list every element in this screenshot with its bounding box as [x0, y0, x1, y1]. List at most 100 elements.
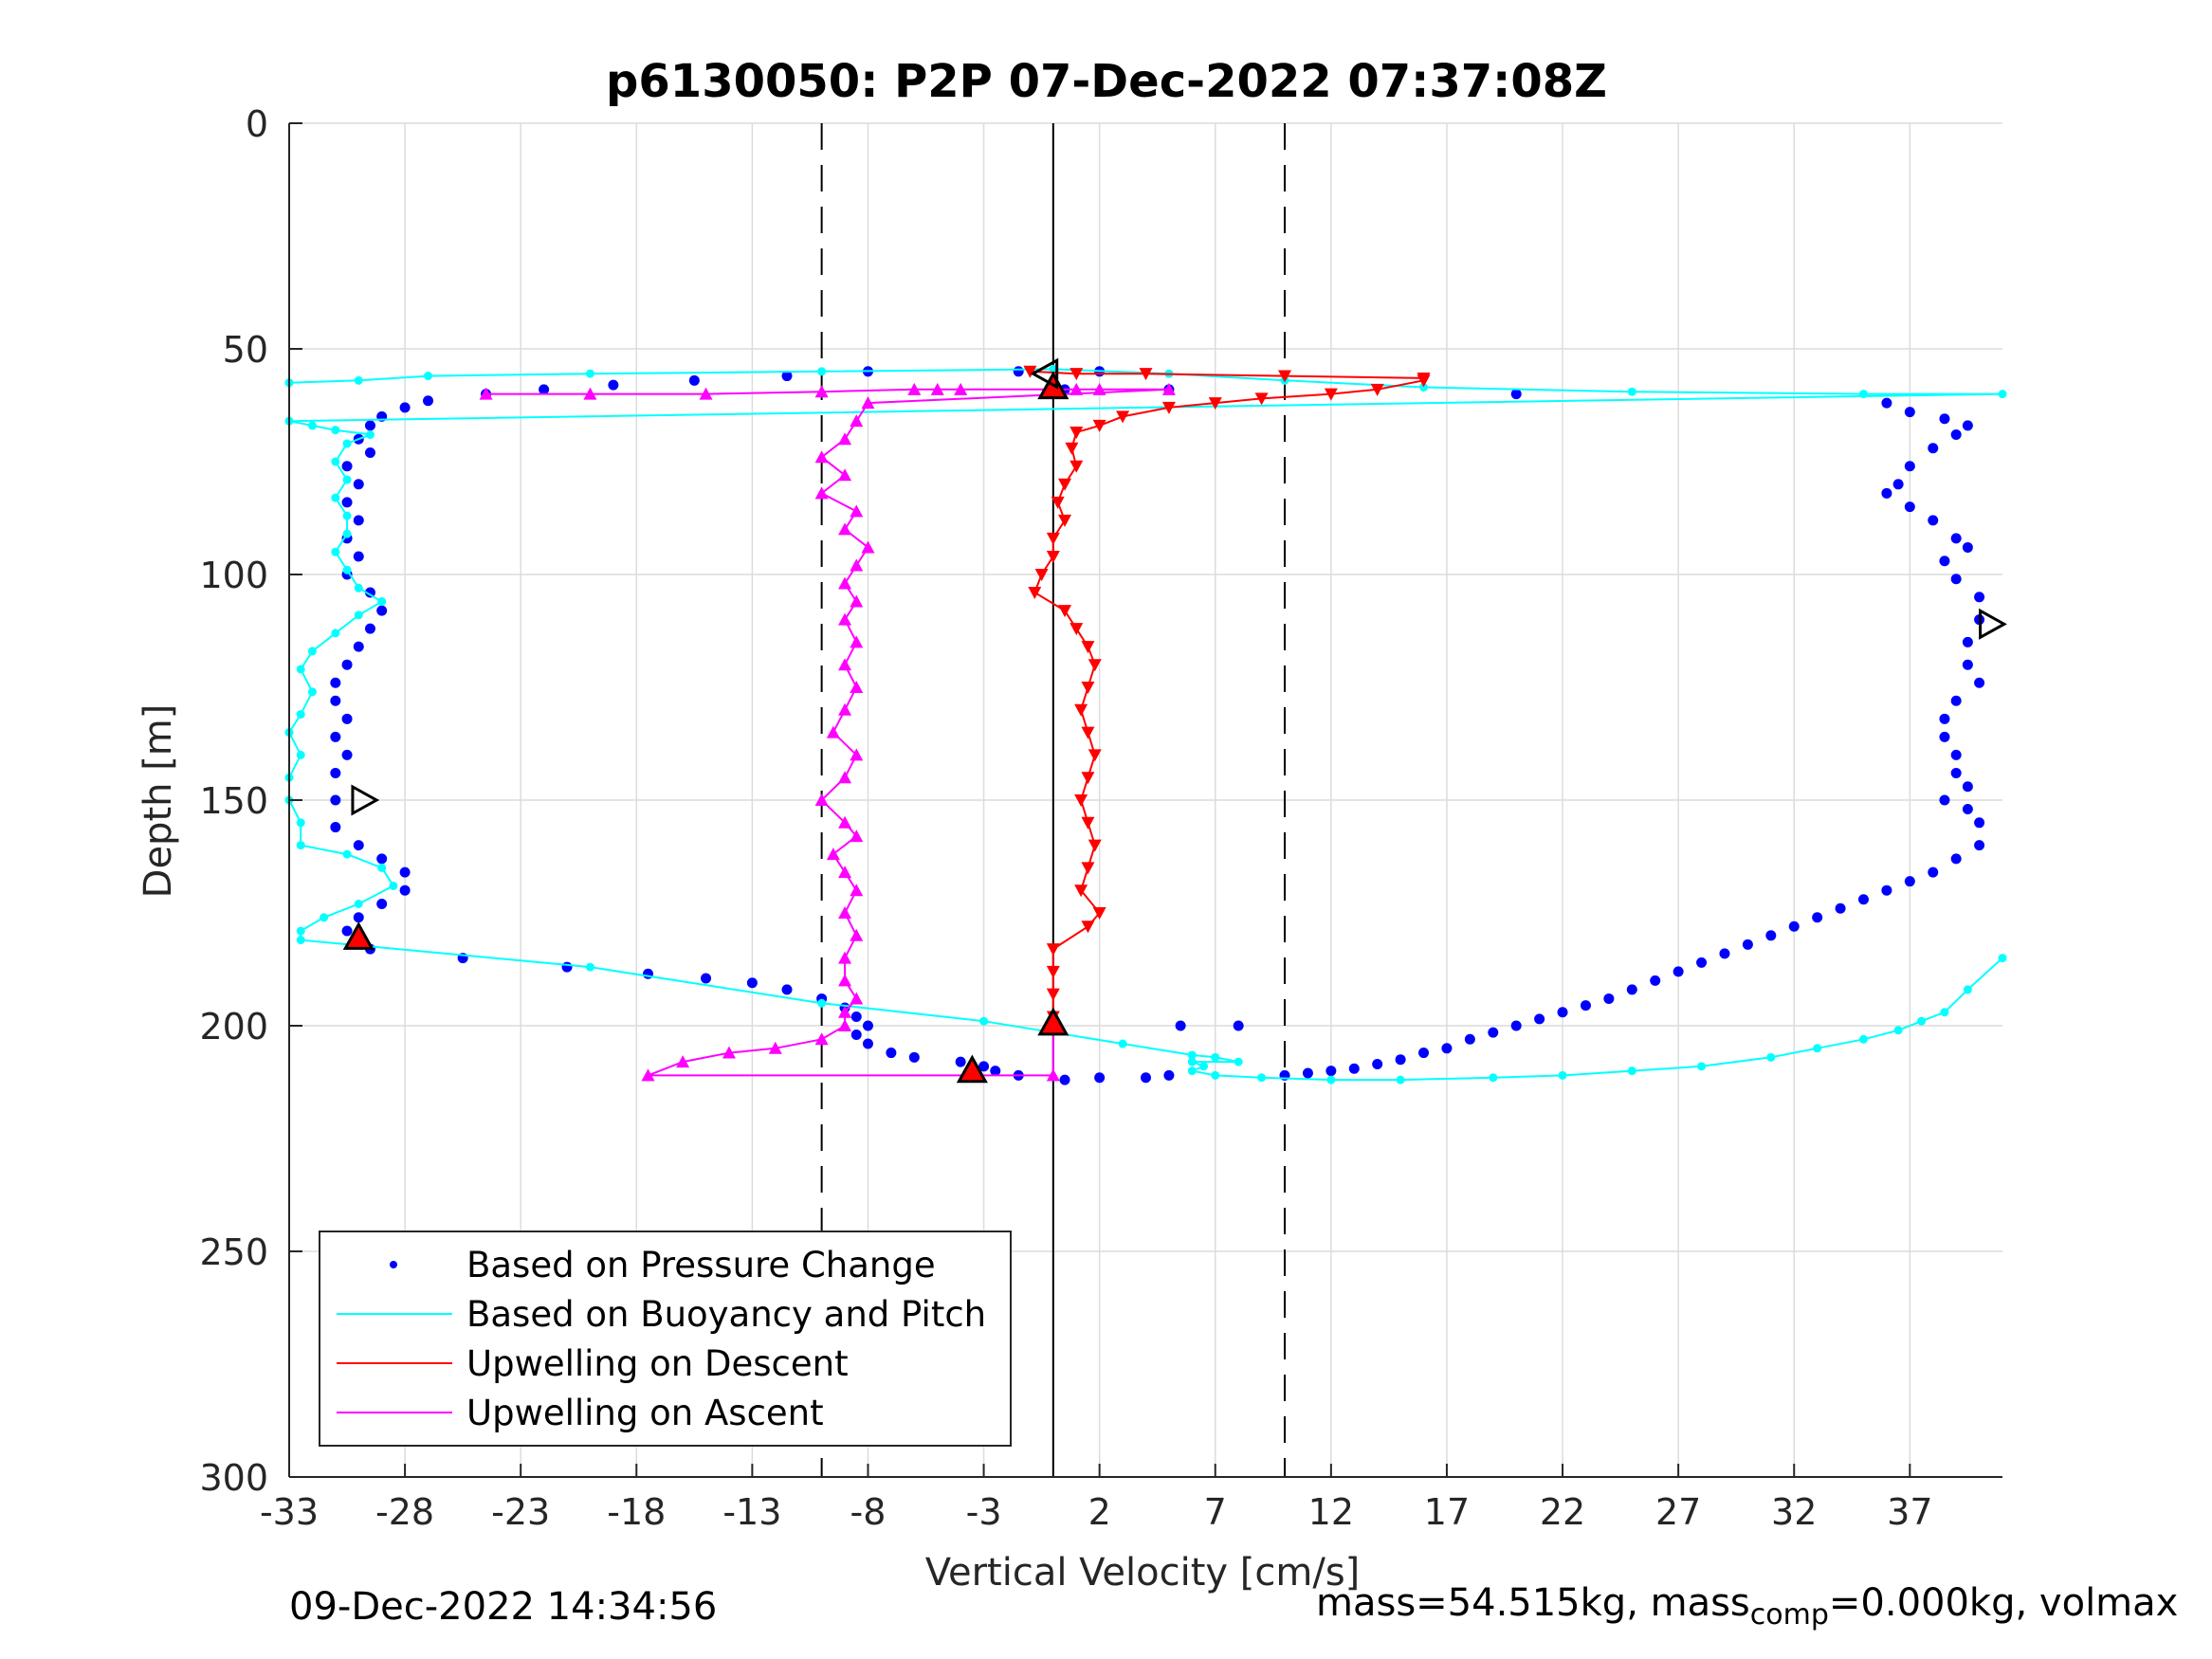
point-0-82: [1939, 556, 1950, 567]
point-2-36: [1074, 884, 1088, 898]
point-3-1: [583, 387, 597, 400]
point-0-91: [1939, 731, 1950, 742]
point-0-22: [353, 551, 364, 562]
point-2-20: [1046, 550, 1060, 563]
point-0-103: [1857, 894, 1869, 905]
point-1-51: [1234, 1057, 1243, 1066]
point-0-20: [353, 515, 364, 526]
point-1-38: [342, 849, 352, 859]
y-tick-label-1: 50: [223, 329, 268, 371]
point-0-126: [1325, 1066, 1337, 1077]
point-2-24: [1069, 623, 1084, 636]
point-1-47: [979, 1016, 989, 1026]
point-0-108: [1742, 939, 1753, 950]
point-0-71: [1939, 413, 1950, 425]
point-3-44: [768, 1041, 782, 1054]
point-0-93: [1950, 767, 1962, 778]
point-2-32: [1074, 794, 1088, 807]
x-tick-label-9: 12: [1308, 1491, 1354, 1533]
point-2-22: [1028, 587, 1042, 600]
point-1-29: [296, 665, 305, 674]
point-0-11: [423, 395, 434, 407]
point-3-12: [838, 432, 852, 446]
point-1-14: [331, 426, 340, 435]
series-0: [330, 366, 1985, 1085]
point-0-125: [1348, 1063, 1360, 1074]
point-0-107: [1765, 930, 1777, 941]
point-1-26: [354, 611, 363, 620]
point-0-111: [1673, 966, 1684, 977]
point-2-7: [1324, 388, 1338, 401]
y-tick-label-2: 100: [199, 555, 268, 596]
footer-mass-sub: comp: [1749, 1598, 1829, 1632]
tick-labels: -33 -28 -23 -18 -13 -8 -3 2 7 12 17 22 27 32 370501001…: [199, 103, 1932, 1533]
point-3-3: [814, 385, 829, 398]
point-2-41: [1046, 988, 1060, 1001]
event-marker-4: [1030, 357, 1059, 390]
point-0-29: [330, 677, 341, 688]
point-0-18: [353, 479, 364, 490]
x-tick-label-3: -18: [607, 1491, 666, 1533]
point-1-65: [1858, 1034, 1868, 1044]
point-1-18: [342, 475, 352, 484]
point-0-124: [1372, 1058, 1383, 1069]
x-tick-label-0: -33: [260, 1491, 319, 1533]
point-2-14: [1065, 442, 1079, 455]
point-3-43: [814, 1032, 829, 1046]
point-1-54: [1187, 1066, 1197, 1076]
point-2-1: [1069, 368, 1084, 381]
y-axis-label: Depth [m]: [137, 704, 180, 899]
point-0-54: [862, 1020, 873, 1031]
point-0-123: [1395, 1054, 1406, 1066]
point-3-38: [838, 951, 852, 964]
point-2-38: [1081, 921, 1095, 934]
point-1-55: [1211, 1070, 1220, 1080]
point-0-122: [1418, 1048, 1430, 1059]
point-0-4: [688, 374, 700, 386]
point-0-63: [1059, 1074, 1070, 1085]
point-2-2: [1139, 368, 1153, 381]
point-1-3: [585, 369, 594, 378]
point-1-31: [296, 710, 305, 720]
point-1-2: [424, 372, 433, 381]
point-3-34: [838, 866, 852, 879]
point-0-76: [1892, 479, 1904, 490]
point-1-69: [1963, 985, 1972, 994]
point-0-119: [1488, 1027, 1499, 1038]
point-3-21: [850, 594, 864, 608]
point-1-10: [1858, 390, 1868, 399]
point-3-6: [954, 382, 968, 395]
footer-timestamp: 09-Dec-2022 14:34:56: [289, 1585, 718, 1629]
point-0-98: [1974, 840, 1985, 851]
point-3-28: [850, 748, 864, 761]
point-2-31: [1081, 772, 1095, 785]
point-2-28: [1074, 703, 1088, 717]
point-1-53: [1199, 1062, 1209, 1071]
point-1-22: [331, 547, 340, 556]
point-1-62: [1697, 1062, 1707, 1071]
event-marker-5: [1979, 608, 2007, 640]
y-tick-label-6: 300: [199, 1457, 268, 1499]
point-0-88: [1974, 677, 1985, 688]
point-1-37: [296, 841, 305, 850]
point-0-83: [1950, 574, 1962, 585]
point-3-19: [850, 558, 864, 572]
point-0-121: [1441, 1043, 1453, 1054]
point-0-42: [353, 912, 364, 923]
point-2-34: [1088, 839, 1102, 852]
x-tick-label-4: -13: [722, 1491, 781, 1533]
point-0-30: [330, 695, 341, 706]
point-0-86: [1962, 636, 1973, 647]
point-2-35: [1081, 862, 1095, 875]
point-1-30: [307, 687, 317, 697]
point-1-23: [342, 565, 352, 574]
point-0-92: [1950, 749, 1962, 760]
point-0-106: [1788, 921, 1800, 932]
point-0-80: [1950, 533, 1962, 544]
legend-label-0: Based on Pressure Change: [466, 1245, 936, 1285]
point-3-31: [838, 815, 852, 829]
x-axis-label: Vertical Velocity [cm/s]: [925, 1551, 1361, 1595]
point-2-11: [1116, 410, 1130, 424]
point-3-4: [907, 382, 922, 395]
point-0-104: [1835, 902, 1846, 914]
